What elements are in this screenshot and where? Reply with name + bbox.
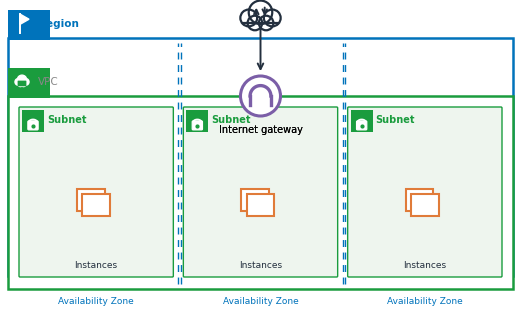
Text: VPC: VPC bbox=[38, 77, 59, 87]
FancyBboxPatch shape bbox=[19, 107, 173, 277]
Circle shape bbox=[21, 81, 26, 86]
Circle shape bbox=[241, 76, 280, 116]
Text: Subnet: Subnet bbox=[376, 115, 415, 125]
Polygon shape bbox=[20, 14, 29, 25]
Bar bbox=[8, 67, 50, 98]
FancyBboxPatch shape bbox=[82, 194, 110, 216]
Text: Instances: Instances bbox=[75, 262, 118, 271]
FancyBboxPatch shape bbox=[18, 81, 27, 86]
Text: Internet gateway: Internet gateway bbox=[219, 125, 302, 135]
Bar bbox=[8, 10, 50, 39]
FancyBboxPatch shape bbox=[247, 194, 274, 216]
FancyBboxPatch shape bbox=[187, 110, 208, 132]
Circle shape bbox=[22, 78, 29, 85]
Text: Instances: Instances bbox=[239, 262, 282, 271]
FancyBboxPatch shape bbox=[241, 189, 269, 211]
FancyBboxPatch shape bbox=[28, 121, 38, 130]
FancyBboxPatch shape bbox=[9, 11, 35, 37]
FancyBboxPatch shape bbox=[406, 189, 433, 211]
Circle shape bbox=[240, 10, 257, 26]
FancyBboxPatch shape bbox=[411, 194, 439, 216]
FancyBboxPatch shape bbox=[9, 69, 35, 95]
Text: Region: Region bbox=[38, 19, 79, 29]
Text: Availability Zone: Availability Zone bbox=[222, 296, 299, 305]
FancyBboxPatch shape bbox=[356, 121, 367, 130]
Circle shape bbox=[18, 81, 23, 86]
FancyBboxPatch shape bbox=[192, 121, 203, 130]
Text: Availability Zone: Availability Zone bbox=[387, 296, 463, 305]
Circle shape bbox=[249, 1, 272, 24]
FancyBboxPatch shape bbox=[351, 110, 373, 132]
Circle shape bbox=[247, 16, 262, 30]
FancyBboxPatch shape bbox=[8, 96, 513, 289]
Text: Internet gateway: Internet gateway bbox=[219, 125, 302, 135]
Text: Subnet: Subnet bbox=[212, 115, 251, 125]
FancyBboxPatch shape bbox=[348, 107, 502, 277]
FancyBboxPatch shape bbox=[77, 189, 105, 211]
Circle shape bbox=[17, 75, 27, 85]
Text: Availability Zone: Availability Zone bbox=[58, 296, 134, 305]
Circle shape bbox=[15, 78, 22, 85]
Circle shape bbox=[264, 10, 281, 26]
FancyBboxPatch shape bbox=[183, 107, 338, 277]
Text: Subnet: Subnet bbox=[47, 115, 86, 125]
FancyBboxPatch shape bbox=[8, 38, 513, 276]
FancyBboxPatch shape bbox=[22, 110, 44, 132]
Circle shape bbox=[259, 16, 274, 30]
Text: Instances: Instances bbox=[403, 262, 446, 271]
